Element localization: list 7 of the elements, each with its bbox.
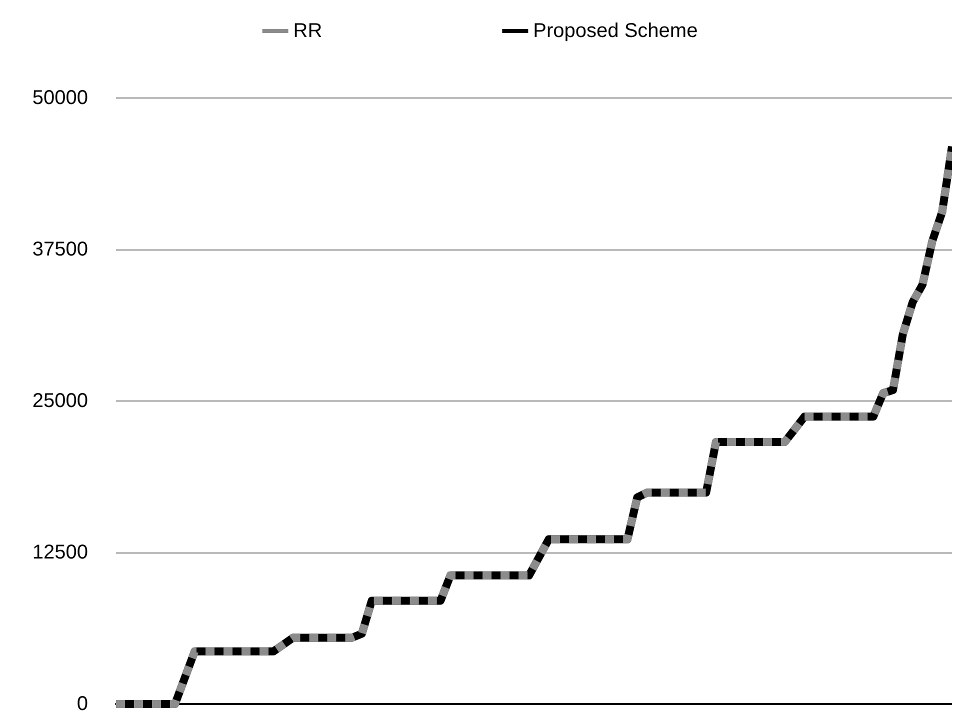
y-tick-label: 25000	[32, 390, 88, 412]
y-tick-label: 0	[76, 693, 88, 715]
y-tick-label: 37500	[32, 238, 88, 260]
legend-label: Proposed Scheme	[533, 20, 698, 42]
y-tick-label: 50000	[32, 87, 88, 109]
y-tick-label: 12500	[32, 542, 88, 564]
legend-label: RR	[293, 20, 322, 42]
